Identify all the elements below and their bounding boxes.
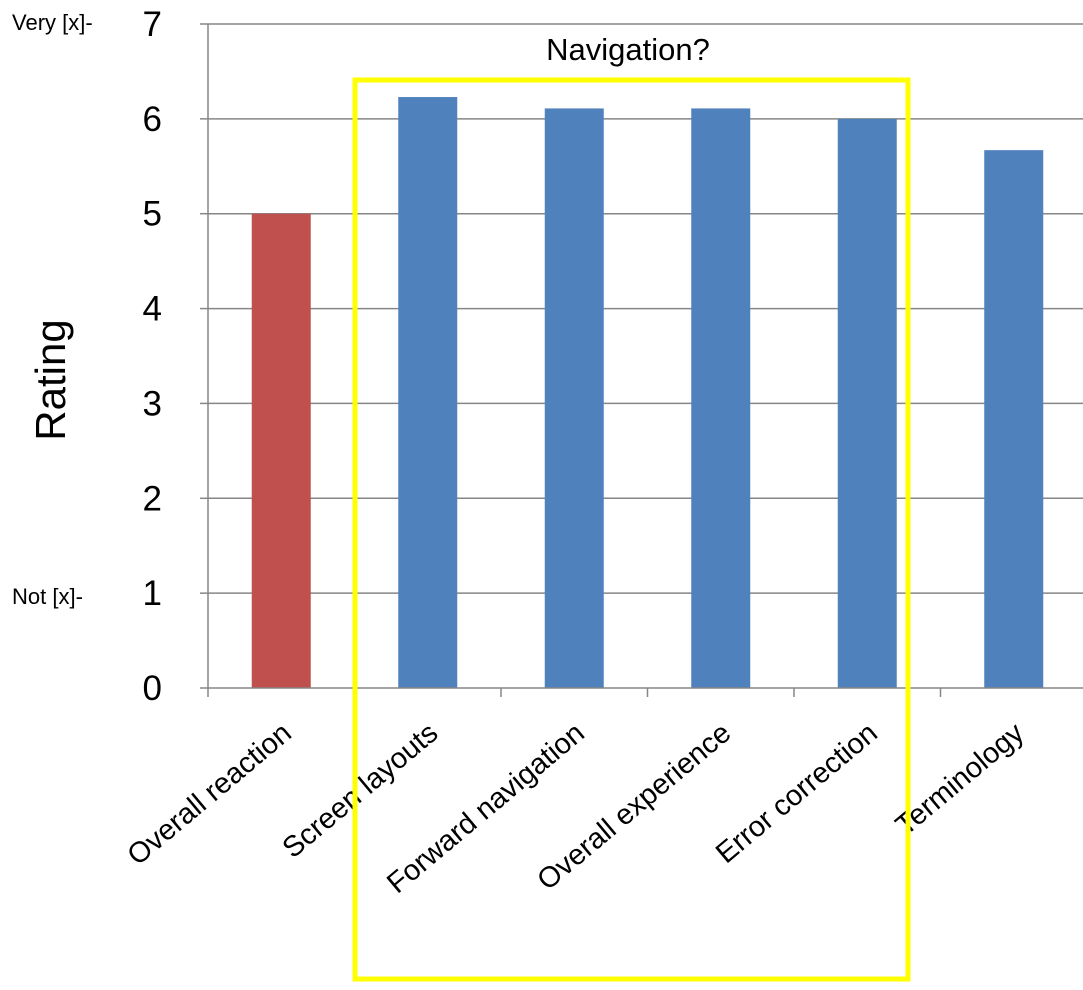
y-tick-label: 2 — [143, 479, 162, 518]
highlight-box — [352, 77, 911, 982]
bar-overall-experience — [691, 108, 751, 689]
x-category-label: Error correction — [710, 717, 884, 870]
y-tick-label: 5 — [143, 195, 162, 234]
y-tick-labels: 0 1 2 3 4 5 6 7 — [143, 5, 162, 708]
very-label: Very [x]- — [12, 10, 93, 35]
x-category-label: Terminology — [890, 717, 1031, 842]
highlight-box-label: Navigation? — [546, 32, 710, 67]
bar-error-correction — [837, 118, 897, 689]
y-tick-label: 6 — [143, 100, 162, 139]
bar-terminology — [984, 150, 1044, 688]
bar-forward-navigation — [544, 108, 604, 689]
not-label: Not [x]- — [12, 584, 83, 609]
bars — [251, 97, 1044, 689]
y-tick-label: 1 — [143, 574, 162, 613]
x-category-label: Overall reaction — [122, 717, 298, 872]
y-tick-label: 4 — [143, 290, 162, 329]
gridlines — [208, 23, 1083, 594]
y-tick-label: 3 — [143, 384, 162, 423]
bar-screen-layouts — [398, 97, 458, 689]
y-tick-label: 7 — [143, 5, 162, 44]
axes — [200, 23, 1083, 697]
y-tick-label: 0 — [143, 669, 162, 708]
y-axis-label: Rating — [27, 319, 74, 440]
bar-overall-reaction — [251, 213, 311, 688]
